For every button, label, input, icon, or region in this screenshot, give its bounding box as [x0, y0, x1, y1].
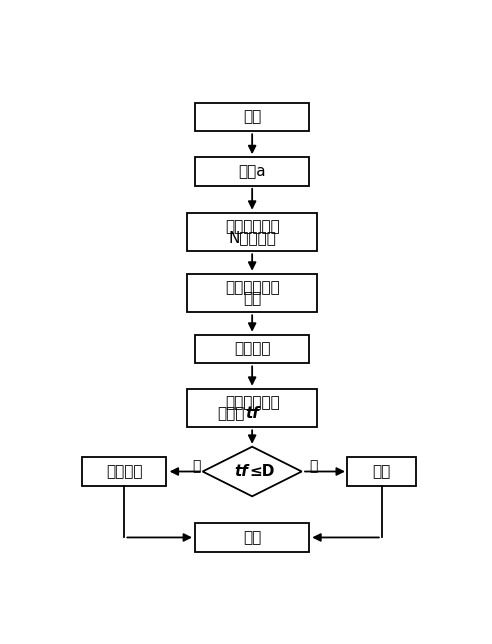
Bar: [187, 213, 317, 251]
Bar: [195, 102, 309, 131]
Bar: [195, 157, 309, 186]
Text: 开始: 开始: [243, 109, 261, 124]
Text: 度长度: 度长度: [217, 406, 245, 421]
Bar: [195, 335, 309, 363]
Text: 任务切分: 任务切分: [234, 341, 271, 357]
Text: 确定任务执行: 确定任务执行: [225, 280, 279, 295]
Text: ≤D: ≤D: [249, 464, 275, 479]
Text: N个处理器: N个处理器: [228, 230, 276, 245]
Text: 顺序: 顺序: [243, 291, 261, 306]
Bar: [187, 274, 317, 312]
Text: 求出系统的调: 求出系统的调: [225, 395, 279, 410]
Text: 报错: 报错: [372, 464, 391, 479]
Bar: [83, 457, 166, 486]
Bar: [347, 457, 416, 486]
Text: 将任务分配到: 将任务分配到: [225, 219, 279, 234]
Bar: [187, 389, 317, 428]
Polygon shape: [203, 447, 302, 497]
Text: 结束: 结束: [243, 530, 261, 545]
Text: 读取a: 读取a: [238, 164, 266, 179]
Bar: [195, 523, 309, 552]
Text: tf: tf: [245, 406, 259, 421]
Text: tf: tf: [235, 464, 248, 479]
Text: 任务执行: 任务执行: [106, 464, 143, 479]
Text: 否: 否: [309, 460, 317, 473]
Text: 是: 是: [193, 460, 201, 473]
